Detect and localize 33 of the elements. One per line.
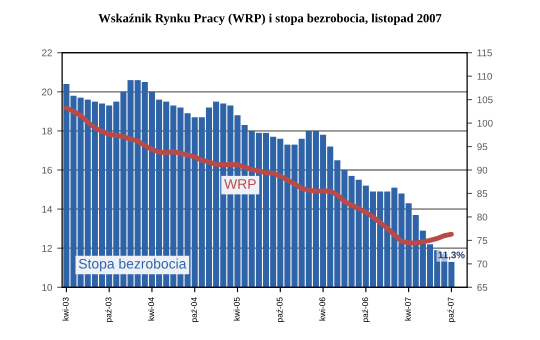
data-label: 11,3% bbox=[438, 252, 465, 260]
x-tick-label: paź-05 bbox=[276, 297, 284, 322]
x-tick-label: paź-04 bbox=[190, 297, 199, 322]
y2-tick-label: 105 bbox=[478, 96, 493, 104]
x-tick-label: kwi-04 bbox=[148, 297, 154, 321]
x-tick-label: paź-06 bbox=[362, 297, 370, 322]
y-tick-label: 22 bbox=[42, 49, 52, 56]
y-tick-label: 14 bbox=[42, 206, 52, 213]
y2-tick-label: 65 bbox=[477, 284, 488, 291]
y2-tick-label: 110 bbox=[478, 72, 492, 80]
y2-tick-label: 100 bbox=[478, 120, 493, 127]
x-tick-label: kwi-05 bbox=[234, 297, 240, 321]
y-tick-label: 16 bbox=[42, 166, 52, 174]
x-tick-label: paź-03 bbox=[105, 297, 114, 322]
x-tick-label: kwi-06 bbox=[319, 297, 326, 321]
y2-tick-label: 115 bbox=[478, 50, 492, 56]
y2-tick-label: 85 bbox=[477, 190, 488, 198]
y2-tick-label: 95 bbox=[477, 143, 488, 150]
x-tick-label: paź-07 bbox=[447, 297, 456, 322]
x-tick-label: kwi-03 bbox=[62, 297, 69, 321]
series-label: Stopa bezrobocia bbox=[78, 258, 186, 272]
y-tick-label: 18 bbox=[42, 128, 52, 135]
y-tick-label: 10 bbox=[42, 284, 52, 291]
y-tick-label: 12 bbox=[42, 244, 52, 252]
y-tick-label: 20 bbox=[42, 88, 52, 96]
line-series bbox=[64, 106, 454, 246]
x-tick-label: kwi-07 bbox=[404, 297, 411, 321]
chart-title: Wskaźnik Rynku Pracy (WRP) i stopa bezrobocia, listopad 2007 bbox=[98, 14, 442, 25]
y2-tick-label: 70 bbox=[477, 260, 488, 268]
y2-tick-label: 80 bbox=[477, 214, 488, 221]
y2-tick-label: 75 bbox=[477, 237, 488, 244]
y2-tick-label: 90 bbox=[477, 166, 488, 174]
series-label: WRP bbox=[224, 179, 256, 189]
